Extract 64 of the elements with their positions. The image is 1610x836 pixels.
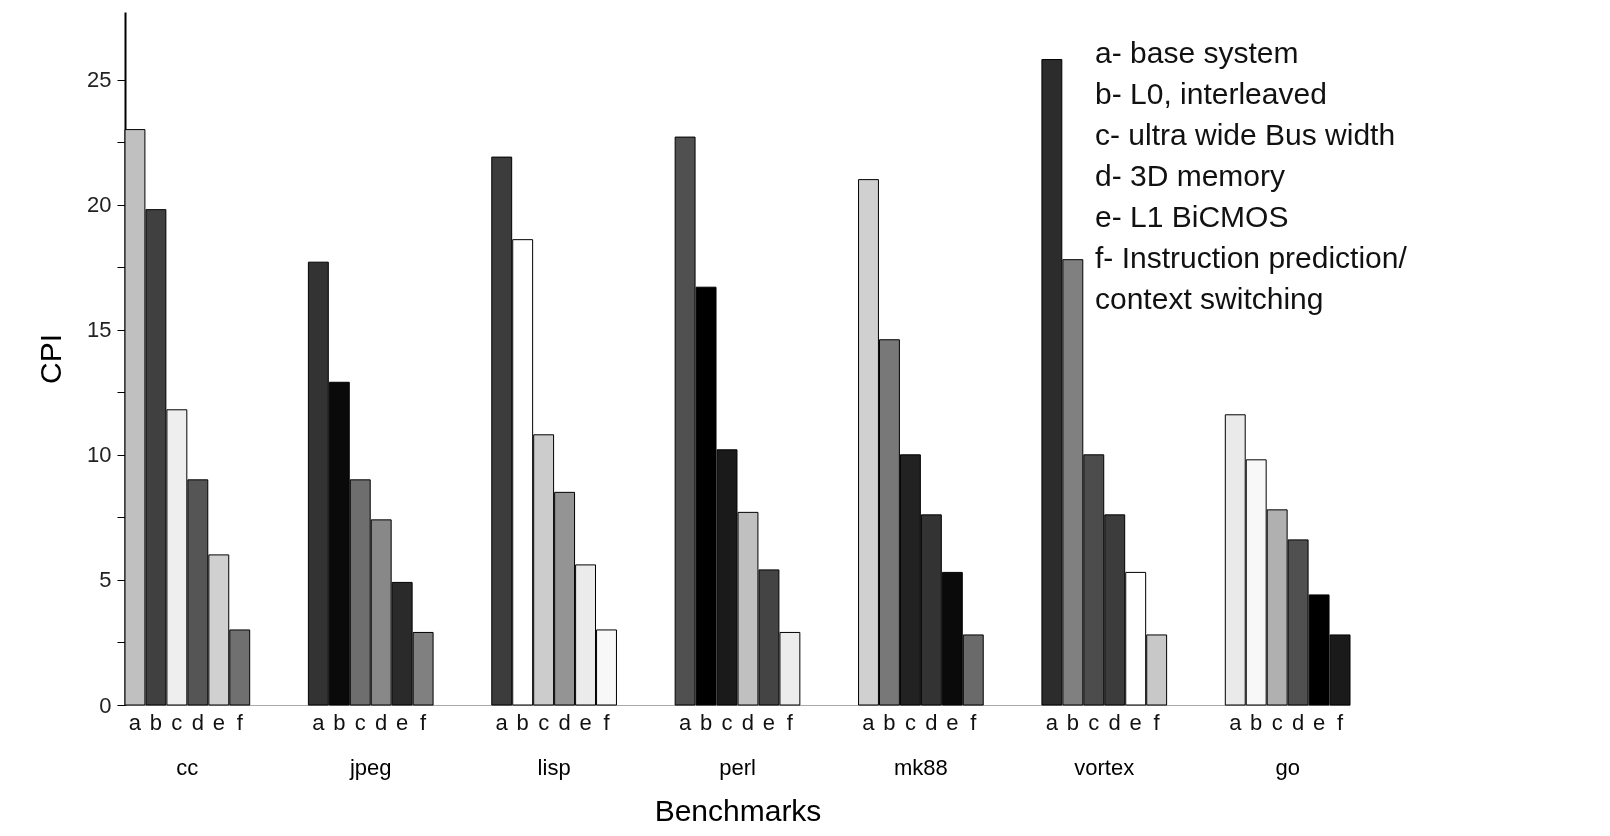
x-tick-label: vortex: [1074, 754, 1135, 780]
text: d: [558, 710, 571, 735]
series-label: f: [236, 710, 244, 735]
text: c: [1088, 710, 1100, 735]
y-tick-label: 25: [87, 67, 112, 93]
text: e: [1312, 710, 1326, 735]
x-axis-title: Benchmarks: [654, 793, 822, 827]
series-label: a: [128, 710, 142, 735]
text: f: [970, 710, 977, 735]
text: c: [1271, 710, 1283, 735]
series-label: b: [149, 710, 163, 735]
text: c: [538, 710, 550, 735]
text: f: [1153, 710, 1160, 735]
text: c: [354, 710, 366, 735]
text: a: [1045, 710, 1058, 735]
annotation: e- L1 BiCMOS: [1095, 200, 1289, 233]
text: d: [1292, 710, 1305, 735]
annotation: f- Instruction prediction/: [1095, 241, 1408, 274]
series-label: c: [171, 710, 183, 735]
text: e: [762, 710, 776, 735]
text: a: [678, 710, 692, 735]
annotation: d- 3D memory: [1095, 159, 1286, 192]
annotation: a- base system: [1095, 36, 1299, 69]
y-tick-label: 5: [99, 567, 112, 593]
y-axis-title: CPI: [34, 333, 68, 385]
text: b: [333, 710, 346, 735]
text: a: [312, 710, 325, 735]
annotation: b- L0, interleaved: [1095, 77, 1327, 110]
x-tick-label: jpeg: [348, 754, 392, 780]
text: a: [862, 710, 875, 735]
text: b: [1250, 710, 1263, 735]
series-label: e: [212, 710, 225, 735]
text: e: [579, 710, 592, 735]
text: e: [1129, 710, 1142, 735]
text: f: [786, 710, 793, 735]
annotation: context switching: [1095, 282, 1324, 315]
text: e: [396, 710, 409, 735]
series-label: d: [191, 710, 204, 735]
text: d: [375, 710, 388, 735]
text: d: [1108, 710, 1121, 735]
text: c: [721, 710, 733, 735]
text: a: [495, 710, 508, 735]
x-tick-label: perl: [719, 754, 756, 780]
x-tick-label: go: [1275, 754, 1300, 780]
text: f: [1336, 710, 1344, 735]
text: e: [946, 710, 959, 735]
text: b: [883, 710, 896, 735]
y-tick-label: 0: [99, 692, 112, 718]
text: b: [516, 710, 529, 735]
text: d: [741, 710, 755, 735]
y-tick-label: 10: [87, 442, 112, 468]
text: c: [904, 710, 916, 735]
text: a: [1229, 710, 1242, 735]
annotation: c- ultra wide Bus width: [1095, 118, 1396, 151]
text: f: [420, 710, 427, 735]
x-tick-label: lisp: [537, 754, 571, 780]
y-tick-label: 15: [87, 317, 112, 343]
text: b: [699, 710, 713, 735]
y-tick-label: 20: [87, 192, 112, 218]
text: d: [925, 710, 938, 735]
text: f: [603, 710, 610, 735]
x-tick-label: mk88: [893, 754, 948, 780]
text: b: [1066, 710, 1079, 735]
x-tick-label: cc: [176, 754, 199, 780]
